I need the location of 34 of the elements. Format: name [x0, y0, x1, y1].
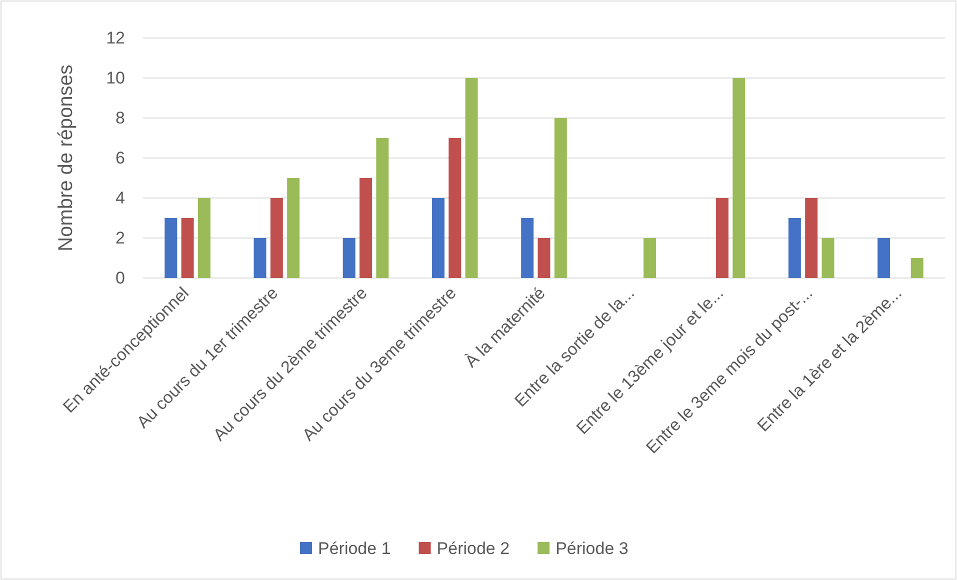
y-tick-label: 6 — [116, 148, 125, 168]
bar — [465, 78, 478, 278]
y-tick-label: 4 — [116, 188, 125, 208]
bar — [644, 238, 656, 278]
bar — [788, 218, 801, 278]
bar — [376, 138, 389, 278]
bar — [822, 238, 834, 278]
bar — [270, 198, 283, 278]
bar — [181, 218, 194, 278]
bar — [732, 78, 746, 278]
bar — [360, 178, 372, 278]
bar — [432, 198, 444, 278]
legend-label: Période 2 — [436, 538, 510, 558]
bar — [448, 138, 462, 278]
bar — [254, 238, 266, 278]
legend-label: Période 3 — [556, 538, 628, 558]
y-tick-label: 10 — [106, 68, 125, 88]
bar — [538, 238, 550, 278]
bar — [287, 178, 300, 278]
bar — [164, 218, 178, 278]
legend-label: Période 1 — [318, 538, 391, 558]
y-tick-label: 12 — [106, 28, 125, 48]
bar — [198, 198, 210, 278]
bar — [554, 118, 567, 278]
y-tick-label: 0 — [116, 268, 125, 288]
bar — [521, 218, 534, 278]
bar — [910, 258, 924, 278]
bar — [342, 238, 356, 278]
bar — [716, 198, 728, 278]
y-axis-title: Nombre de réponses — [55, 64, 77, 252]
bar — [805, 198, 818, 278]
y-tick-label: 2 — [116, 228, 125, 248]
y-tick-label: 8 — [116, 108, 125, 128]
bar — [878, 238, 890, 278]
